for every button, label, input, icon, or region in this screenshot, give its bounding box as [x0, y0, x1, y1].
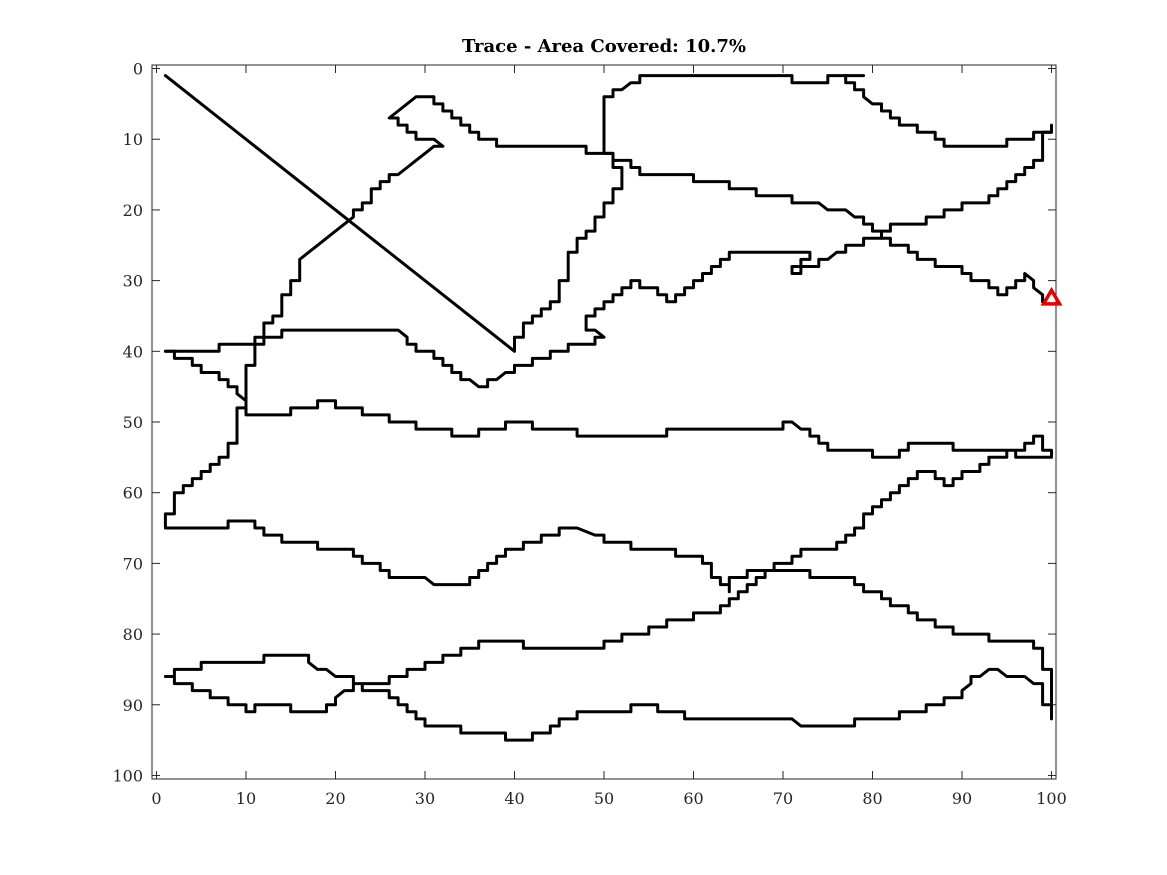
- x-tick-label: 100: [1036, 789, 1067, 808]
- x-tick-label: 80: [862, 789, 882, 808]
- trace-lines: [163, 74, 1053, 742]
- y-tick-label: 80: [123, 625, 143, 644]
- x-tick-label: 60: [683, 789, 703, 808]
- trace-segment-3: [163, 123, 1053, 721]
- y-tick-label: 40: [123, 342, 143, 361]
- y-tick-label: 70: [123, 554, 143, 573]
- y-tick-label: 20: [123, 201, 143, 220]
- x-tick-label: 70: [773, 789, 793, 808]
- x-tick-label: 90: [952, 789, 972, 808]
- y-tick-label: 10: [123, 130, 143, 149]
- x-tick-label: 50: [594, 789, 614, 808]
- trace-segment-5: [163, 95, 1045, 353]
- x-tick-label: 10: [236, 789, 256, 808]
- trace-segment-4: [163, 349, 1053, 742]
- y-tick-label: 60: [123, 484, 143, 503]
- y-tick-label: 0: [133, 60, 143, 79]
- x-axis-ticks: 0 10 20 30 40 50 60 70 80 90 100: [151, 65, 1067, 808]
- x-tick-label: 20: [325, 789, 345, 808]
- end-marker-triangle: [1040, 286, 1063, 306]
- x-tick-label: 40: [504, 789, 524, 808]
- y-tick-label: 100: [112, 766, 143, 785]
- trace-segment-1: [163, 74, 866, 353]
- y-axis-ticks: 0 10 20 30 40 50 60 70 80 90 100: [112, 60, 1056, 785]
- x-tick-label: 30: [415, 789, 435, 808]
- y-tick-label: 30: [123, 272, 143, 291]
- markers: [1040, 286, 1063, 306]
- y-tick-label: 90: [123, 696, 143, 715]
- y-tick-label: 50: [123, 413, 143, 432]
- x-tick-label: 0: [151, 789, 161, 808]
- trace-segment-2: [844, 74, 1053, 148]
- chart-title: Trace - Area Covered: 10.7%: [462, 36, 746, 57]
